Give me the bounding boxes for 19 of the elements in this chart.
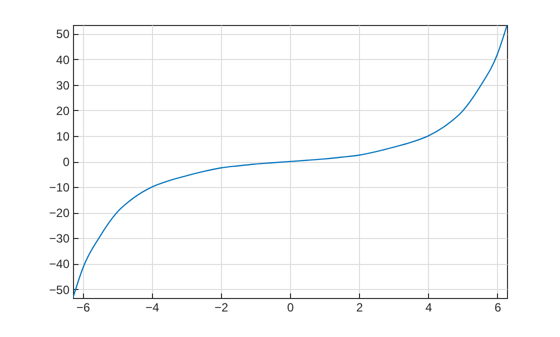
y-tick-label: 20 xyxy=(56,104,70,118)
y-tick-label: −50 xyxy=(49,282,70,297)
x-tick-label: 2 xyxy=(356,300,364,314)
x-tick-label: 0 xyxy=(287,300,294,314)
y-tick-label: 0 xyxy=(62,155,70,169)
x-tick-label: −6 xyxy=(76,300,90,314)
y-tick-label: 10 xyxy=(56,129,70,144)
y-tick-label: 50 xyxy=(56,27,70,42)
y-tick-label: 40 xyxy=(56,52,70,67)
y-tick-label: −20 xyxy=(49,206,70,220)
y-tick-label: −10 xyxy=(49,180,70,195)
x-tick-label: −4 xyxy=(145,300,160,314)
x-tick-label: 4 xyxy=(425,300,432,314)
x-tick-label: 6 xyxy=(494,300,502,314)
y-tick-label: −30 xyxy=(49,232,70,246)
y-tick-label: −40 xyxy=(49,257,70,272)
line-series xyxy=(73,25,507,298)
y-tick-label: 30 xyxy=(56,78,70,92)
x-tick-label: −2 xyxy=(214,300,229,314)
